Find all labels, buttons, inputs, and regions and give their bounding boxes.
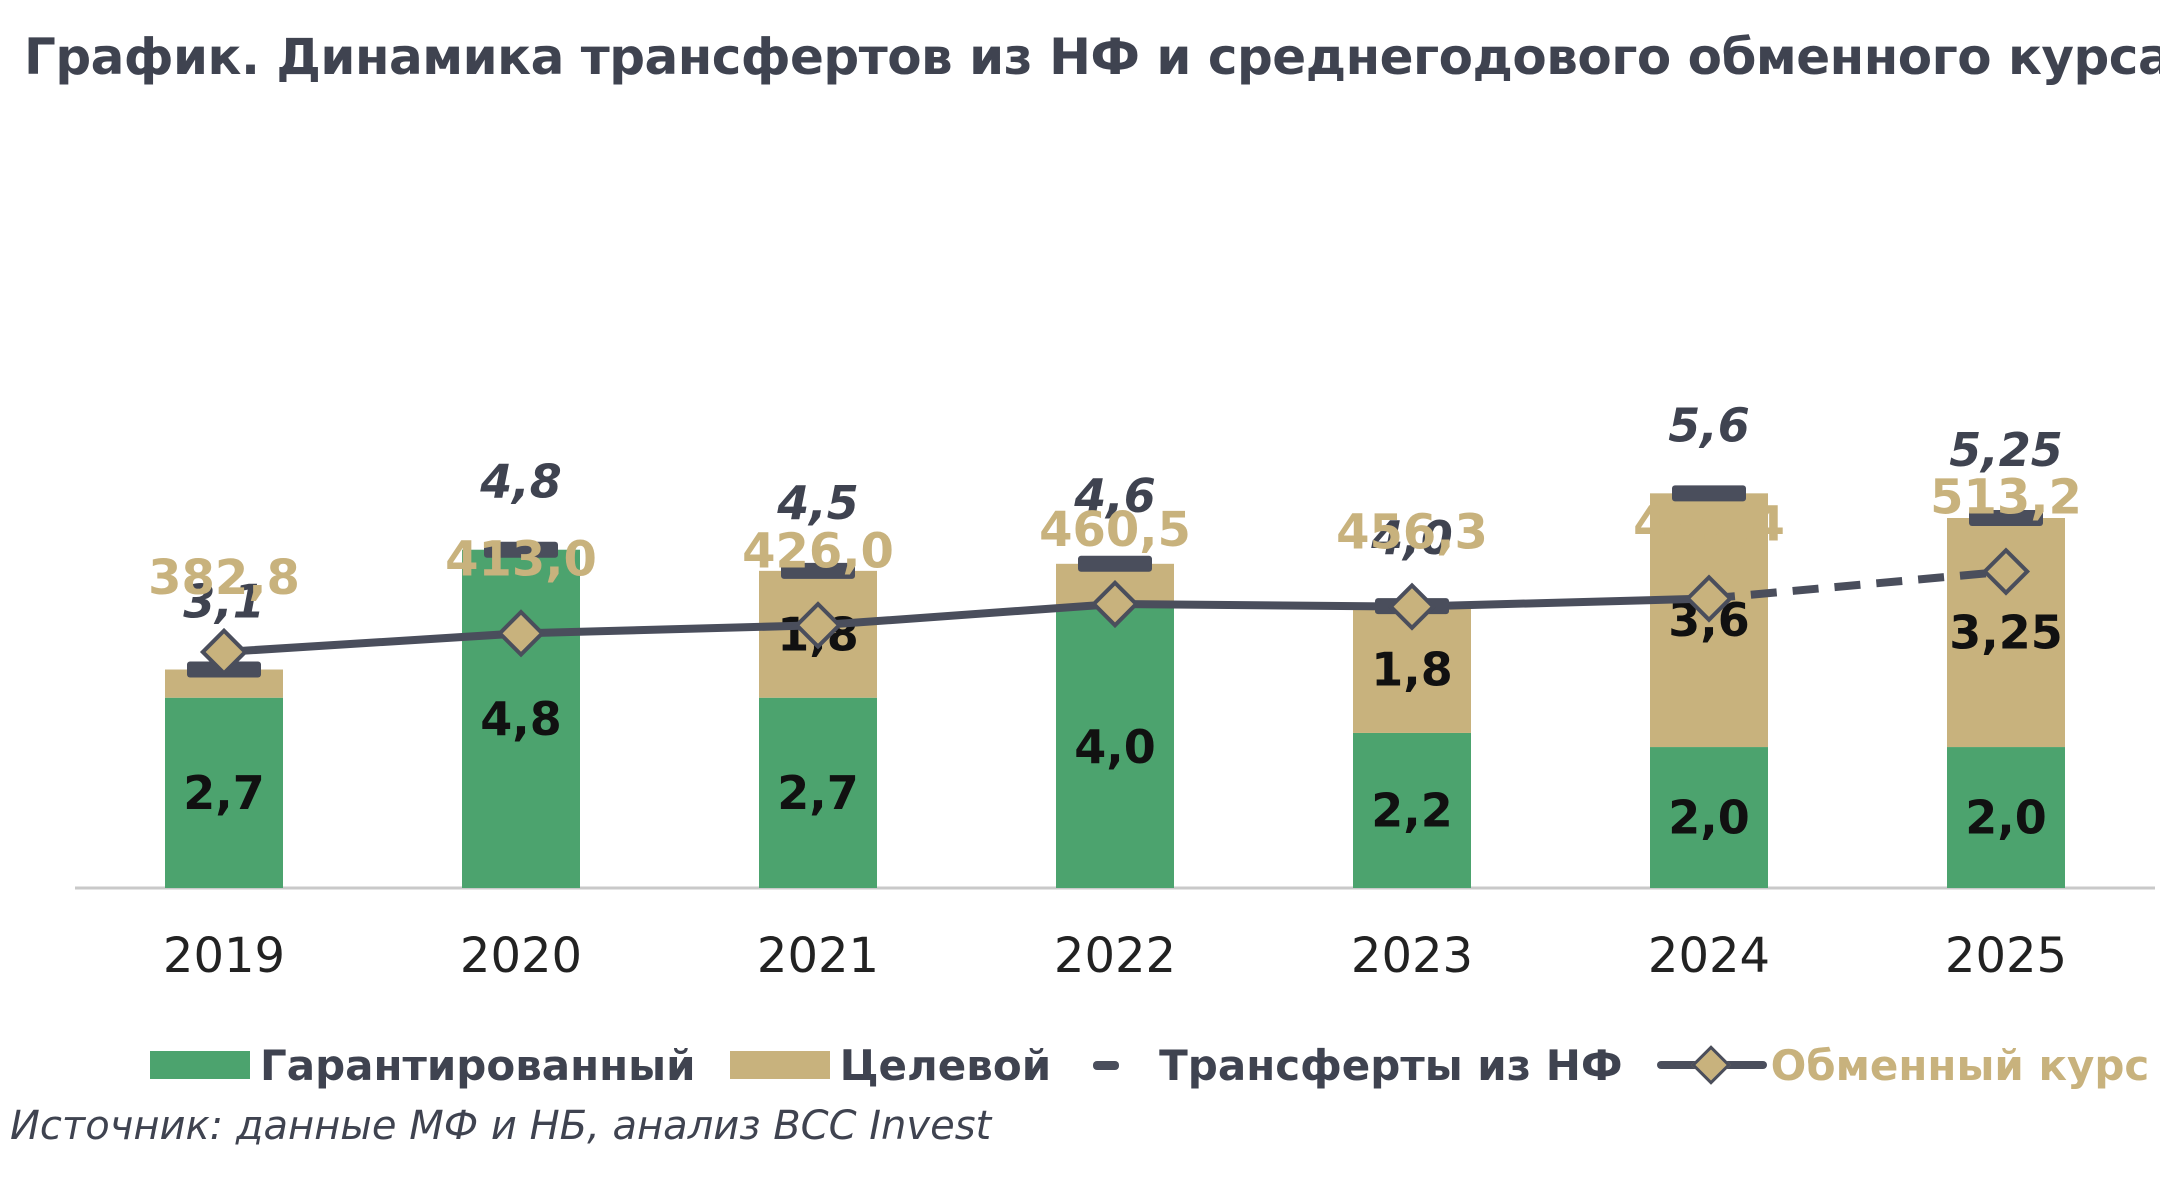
bar-label-guaranteed-2020: 4,8 [480, 692, 562, 746]
total-label-2019: 3,1 [183, 575, 265, 629]
legend-item-transfers: Трансферты из НФ [1085, 1040, 1623, 1090]
legend-swatch-transfers [1093, 1060, 1120, 1070]
rate-line [223, 594, 1710, 656]
x-tick-label-2025: 2025 [1945, 928, 2067, 984]
legend-label-rate: Обменный курс [1770, 1040, 2150, 1090]
total-label-2020: 4,8 [479, 455, 562, 509]
legend-label-targeted: Целевой [839, 1040, 1052, 1090]
bar-label-guaranteed-2023: 2,2 [1371, 783, 1453, 837]
legend-swatch-rate [1656, 1045, 1767, 1085]
bar-guaranteed-2025 [1947, 747, 2065, 888]
x-tick-label-2024: 2024 [1648, 928, 1770, 984]
chart-title: График. Динамика трансфертов из НФ и сре… [24, 28, 2160, 86]
bar-guaranteed-2024 [1650, 747, 1768, 888]
bar-label-guaranteed-2019: 2,7 [183, 766, 265, 820]
bar-guaranteed-2020 [462, 549, 580, 888]
total-label-2021: 4,5 [776, 476, 859, 530]
x-tick-label-2020: 2020 [460, 928, 582, 984]
total-label-2024: 5,6 [1668, 398, 1750, 452]
rate-point-2024 [1684, 574, 1734, 623]
bar-label-guaranteed-2025: 2,0 [1965, 791, 2047, 845]
rate-label-2024: 469,4 [1633, 497, 1785, 553]
total-label-2023: 4,0 [1370, 511, 1453, 565]
source-note: Источник: данные МФ и НБ, анализ BCC Inv… [10, 1103, 992, 1149]
bar-guaranteed-2019 [165, 697, 283, 888]
rate-line-forecast [1708, 567, 2007, 603]
total-marker-2020 [484, 541, 558, 558]
total-marker-2025 [1969, 510, 2043, 526]
rate-label-2023: 456,3 [1336, 505, 1488, 561]
legend-label-transfers: Трансферты из НФ [1159, 1040, 1623, 1090]
legend-swatch-guaranteed [150, 1051, 250, 1079]
rate-point-2021 [793, 601, 843, 650]
bar-label-targeted-2023: 1,8 [1371, 643, 1453, 697]
x-tick-label-2022: 2022 [1054, 928, 1176, 984]
bar-label-guaranteed-2022: 4,0 [1074, 720, 1156, 774]
chart-canvas: 2,7 3,1 2019 4,8 4,8 2020 2,7 1,8 4,5 2021 4,0 4,6 2… [75, 398, 2155, 984]
legend-item-targeted: Целевой [729, 1040, 1052, 1090]
x-tick-label-2021: 2021 [757, 928, 879, 984]
rate-point-2023 [1387, 582, 1437, 631]
bar-label-guaranteed-2024: 2,0 [1668, 791, 1750, 845]
rate-point-2022 [1090, 579, 1140, 629]
x-tick-label-2023: 2023 [1351, 928, 1473, 984]
legend-item-guaranteed: Гарантированный [150, 1041, 696, 1090]
legend-swatch-targeted [729, 1051, 830, 1079]
bar-guaranteed-2022 [1056, 606, 1174, 888]
bar-guaranteed-2023 [1353, 732, 1471, 888]
rate-point-2020 [496, 609, 546, 658]
legend-item-rate: Обменный курс [1656, 1040, 2150, 1090]
bar-label-guaranteed-2021: 2,7 [777, 766, 859, 820]
total-label-2022: 4,6 [1073, 469, 1156, 523]
rate-point-2025 [1981, 547, 2031, 596]
bar-guaranteed-2021 [759, 697, 877, 888]
x-tick-label-2019: 2019 [163, 928, 285, 984]
rate-label-2019: 382,8 [148, 550, 300, 606]
legend: Гарантированный Целевой Трансферты из НФ… [150, 1035, 2149, 1095]
total-marker-2024 [1672, 485, 1746, 502]
bar-label-targeted-2025: 3,25 [1949, 606, 2063, 660]
rate-label-2025: 513,2 [1930, 470, 2082, 526]
total-marker-2022 [1078, 555, 1152, 572]
total-marker-2021 [781, 562, 855, 579]
rate-label-2021: 426,0 [742, 523, 894, 579]
rate-point-2019 [199, 627, 249, 676]
legend-label-guaranteed: Гарантированный [260, 1040, 696, 1090]
rate-label-2022: 460,5 [1039, 502, 1191, 558]
rate-label-2020: 413,0 [445, 531, 597, 587]
total-label-2025: 5,25 [1949, 423, 2063, 477]
